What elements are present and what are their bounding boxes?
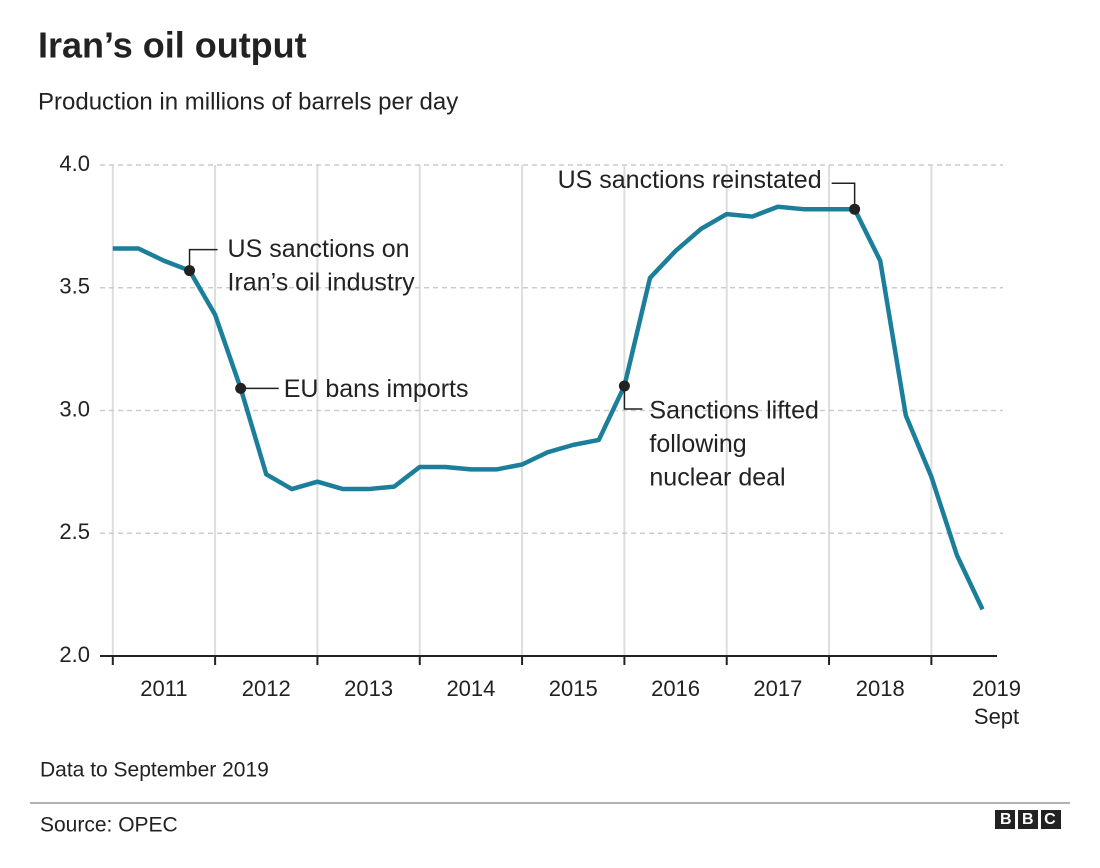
annotation-text: following [649, 430, 746, 458]
x-note: Sept [974, 704, 1019, 729]
logo: BBC [1000, 811, 1066, 828]
logo-box [1041, 810, 1061, 829]
logo-box [1018, 810, 1038, 829]
annotation-text: nuclear deal [649, 464, 785, 492]
x-tick-label: 2014 [446, 676, 495, 701]
annotation-dot [849, 203, 861, 215]
x-tick-label: 2013 [344, 676, 393, 701]
note: Data to September 2019 [40, 759, 269, 782]
chart-title: Iran’s oil output [38, 25, 307, 66]
x-tick-label: 2017 [753, 676, 802, 701]
x-tick-label: 2019 [972, 676, 1021, 701]
x-tick-label: 2015 [549, 676, 598, 701]
y-tick-label: 3.0 [59, 396, 90, 421]
y-tick-label: 2.0 [59, 642, 90, 667]
annotation-text: EU bans imports [284, 375, 469, 403]
annotation-text: Sanctions lifted [649, 397, 819, 425]
y-tick-label: 2.5 [59, 519, 90, 544]
x-tick-label: 2011 [140, 676, 187, 701]
x-tick-label: 2012 [242, 676, 291, 701]
annotation-text: US sanctions on [228, 235, 410, 263]
annotation-dot [235, 382, 247, 394]
annotation-text: US sanctions reinstated [558, 166, 822, 194]
logo-box [995, 810, 1015, 829]
chart-subtitle: Production in millions of barrels per da… [38, 88, 458, 115]
x-tick-label: 2016 [651, 676, 700, 701]
line-series [112, 204, 985, 611]
source: Source: OPEC [40, 814, 178, 837]
annotation-dot [618, 380, 630, 392]
x-tick-label: 2018 [856, 676, 905, 701]
annotation-leader [831, 182, 856, 210]
annotation-text: Iran’s oil industry [228, 269, 416, 297]
annotation-dot [184, 265, 196, 277]
annotation-leader [188, 248, 218, 271]
y-tick-label: 4.0 [59, 151, 90, 176]
y-tick-label: 3.5 [59, 274, 90, 299]
annotation-leader [623, 385, 643, 410]
